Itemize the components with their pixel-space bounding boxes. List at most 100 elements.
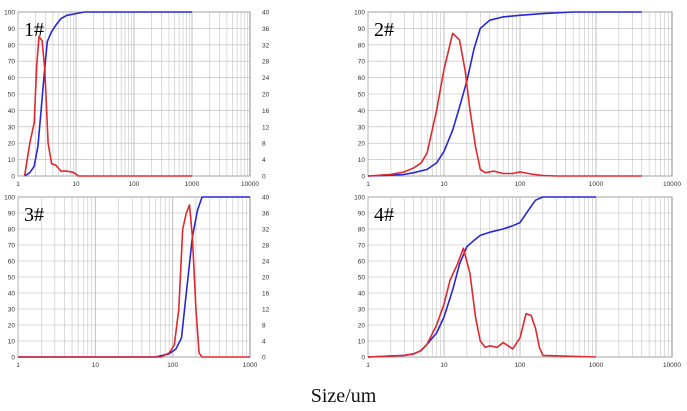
y-tick-label-right: 20 <box>262 275 270 282</box>
panel-title: 4# <box>374 204 394 226</box>
y-tick-label-left: 70 <box>8 59 16 66</box>
y-tick-label-left: 50 <box>8 92 16 99</box>
y-tick-label-left: 40 <box>358 291 366 298</box>
y-tick-label-right: 24 <box>262 75 270 82</box>
x-axis-label: Size/um <box>310 385 377 407</box>
y-tick-label-left: 40 <box>358 108 366 115</box>
y-tick-label-left: 90 <box>358 26 366 33</box>
y-tick-label-left: 80 <box>358 42 366 49</box>
x-tick-label: 1 <box>366 181 370 188</box>
y-tick-label-right: 40 <box>262 195 270 202</box>
panel-title: 2# <box>374 19 394 41</box>
y-tick-label-left: 30 <box>358 124 366 131</box>
y-tick-label-right: 28 <box>262 59 270 66</box>
y-tick-label-right: 12 <box>262 124 270 131</box>
y-tick-label-left: 40 <box>8 291 16 298</box>
y-tick-label-left: 10 <box>358 339 366 346</box>
distribution-curve <box>18 204 250 358</box>
x-tick-label: 100 <box>515 362 526 369</box>
y-tick-label-left: 70 <box>8 243 16 250</box>
y-tick-label-left: 30 <box>358 307 366 314</box>
y-tick-label-left: 50 <box>358 275 366 282</box>
y-tick-label-left: 100 <box>4 10 15 17</box>
x-tick-label: 1000 <box>589 181 604 188</box>
distribution-curve <box>367 247 597 358</box>
y-tick-label-left: 60 <box>8 259 16 266</box>
y-tick-label-left: 20 <box>358 323 366 330</box>
y-tick-label-right: 36 <box>262 26 270 33</box>
y-tick-label-left: 0 <box>361 174 365 181</box>
x-tick-label: 10000 <box>241 181 259 188</box>
x-tick-label: 1 <box>366 362 370 369</box>
y-tick-label-left: 20 <box>8 141 16 148</box>
x-tick-label: 1 <box>16 362 20 369</box>
y-tick-label-left: 50 <box>8 275 16 282</box>
x-tick-label: 1000 <box>243 362 258 369</box>
y-tick-label-left: 10 <box>8 339 16 346</box>
chart-panel-3: 0102030405060708090100048121620242832364… <box>4 195 269 370</box>
y-tick-label-left: 0 <box>361 355 365 362</box>
x-tick-label: 10 <box>92 362 100 369</box>
x-tick-label: 100 <box>515 181 526 188</box>
y-tick-label-right: 16 <box>262 291 270 298</box>
y-tick-label-right: 8 <box>262 323 266 330</box>
y-tick-label-right: 36 <box>262 211 270 218</box>
y-tick-label-left: 0 <box>11 355 15 362</box>
x-tick-label: 100 <box>129 181 140 188</box>
y-tick-label-right: 4 <box>262 339 266 346</box>
y-tick-label-left: 70 <box>358 243 366 250</box>
y-tick-label-right: 8 <box>262 141 266 148</box>
y-tick-label-left: 10 <box>358 157 366 164</box>
y-tick-label-left: 20 <box>8 323 16 330</box>
y-tick-label-left: 90 <box>358 211 366 218</box>
distribution-curve <box>23 35 192 177</box>
y-tick-label-left: 0 <box>11 174 15 181</box>
distribution-curve <box>367 32 642 177</box>
y-tick-label-right: 24 <box>262 259 270 266</box>
y-tick-label-left: 60 <box>358 259 366 266</box>
y-tick-label-right: 12 <box>262 307 270 314</box>
y-tick-label-left: 80 <box>8 42 16 49</box>
y-tick-label-right: 32 <box>262 227 270 234</box>
panel-title: 1# <box>24 19 44 41</box>
x-tick-label: 10000 <box>663 181 681 188</box>
y-tick-label-left: 80 <box>8 227 16 234</box>
panel-title: 3# <box>24 204 44 226</box>
y-tick-label-right: 4 <box>262 157 266 164</box>
y-tick-label-left: 60 <box>8 75 16 82</box>
y-tick-label-left: 40 <box>8 108 16 115</box>
y-tick-label-left: 90 <box>8 211 16 218</box>
cumulative-curve <box>367 11 642 177</box>
y-tick-label-left: 100 <box>354 10 365 17</box>
y-tick-label-left: 90 <box>8 26 16 33</box>
y-tick-label-left: 20 <box>358 141 366 148</box>
y-tick-label-right: 40 <box>262 10 270 17</box>
cumulative-curve <box>24 11 192 177</box>
x-tick-label: 10 <box>440 181 448 188</box>
y-tick-label-left: 80 <box>358 227 366 234</box>
chart-panel-1: 0102030405060708090100048121620242832364… <box>4 10 269 189</box>
x-tick-label: 1 <box>16 181 20 188</box>
x-tick-label: 10 <box>440 362 448 369</box>
y-tick-label-left: 30 <box>8 307 16 314</box>
y-tick-label-right: 28 <box>262 243 270 250</box>
y-tick-label-left: 60 <box>358 75 366 82</box>
y-tick-label-left: 100 <box>354 195 365 202</box>
x-tick-label: 1000 <box>589 362 604 369</box>
y-tick-label-right: 0 <box>262 174 266 181</box>
y-tick-label-right: 0 <box>262 355 266 362</box>
x-tick-label: 10000 <box>663 362 681 369</box>
y-tick-label-left: 100 <box>4 195 15 202</box>
y-tick-label-right: 16 <box>262 108 270 115</box>
y-tick-label-left: 50 <box>358 92 366 99</box>
x-tick-label: 10 <box>72 181 80 188</box>
x-tick-label: 100 <box>167 362 178 369</box>
y-tick-label-left: 70 <box>358 59 366 66</box>
x-tick-label: 1000 <box>185 181 200 188</box>
y-tick-label-right: 32 <box>262 42 270 49</box>
y-tick-label-left: 10 <box>8 157 16 164</box>
y-tick-label-left: 30 <box>8 124 16 131</box>
